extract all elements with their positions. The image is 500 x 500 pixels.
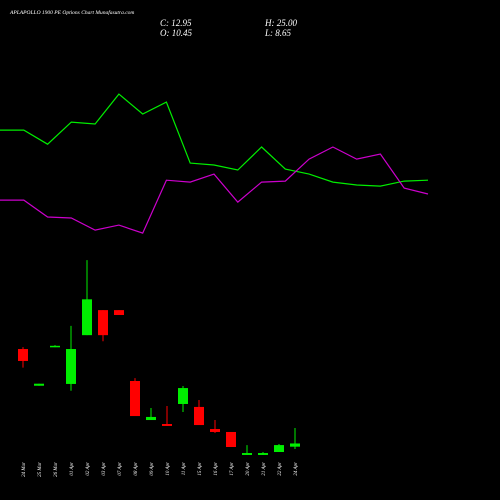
x-tick-label: 16 Apr [214, 462, 219, 476]
x-tick-label: 02 Apr [86, 462, 91, 476]
candle-body [34, 383, 44, 386]
indicator-line [0, 93, 429, 187]
candle-body [82, 299, 92, 336]
candle-body [114, 310, 124, 315]
x-tick-label: 21 Apr [262, 462, 267, 476]
chart-title: APLAPOLLO 1900 PE Options Chart Munafasu… [9, 9, 134, 16]
candle-body [130, 380, 140, 417]
candle-body [258, 453, 268, 455]
x-tick-label: 26 Mar [54, 462, 59, 477]
candle-body [210, 429, 220, 432]
candle-body [226, 431, 236, 448]
x-tick-label: 07 Apr [118, 462, 123, 476]
candle-body [242, 453, 252, 455]
x-tick-label: 03 Apr [102, 462, 107, 476]
indicator-line [0, 146, 429, 234]
close-label: C: 12.95 [160, 18, 192, 28]
candle-body [50, 345, 60, 348]
candle-body [274, 445, 284, 453]
x-tick-label: 15 Apr [198, 462, 203, 476]
x-tick-label: 10 Apr [166, 462, 171, 476]
x-tick-label: 01 Apr [70, 462, 75, 476]
x-tick-label: 11 Apr [182, 462, 187, 475]
x-tick-label: 24 Mar [22, 462, 27, 477]
candle-body [98, 310, 108, 336]
x-tick-label: 22 Apr [278, 462, 283, 476]
candle-body [178, 388, 188, 404]
candle-body [290, 443, 300, 447]
candle-body [18, 349, 28, 361]
open-label: O: 10.45 [160, 28, 192, 38]
low-label: L: 8.65 [264, 28, 292, 38]
x-tick-label: 08 Apr [134, 462, 139, 476]
candle-body [66, 349, 76, 384]
candle-body [194, 406, 204, 426]
x-tick-label: 09 Apr [150, 462, 155, 476]
x-tick-label: 20 Apr [246, 462, 251, 476]
x-tick-label: 24 Apr [294, 462, 299, 476]
x-tick-label: 17 Apr [230, 462, 235, 476]
x-tick-label: 25 Mar [38, 462, 43, 477]
candle-body [162, 424, 172, 426]
candle-body [146, 416, 156, 421]
high-label: H: 25.00 [264, 18, 297, 28]
